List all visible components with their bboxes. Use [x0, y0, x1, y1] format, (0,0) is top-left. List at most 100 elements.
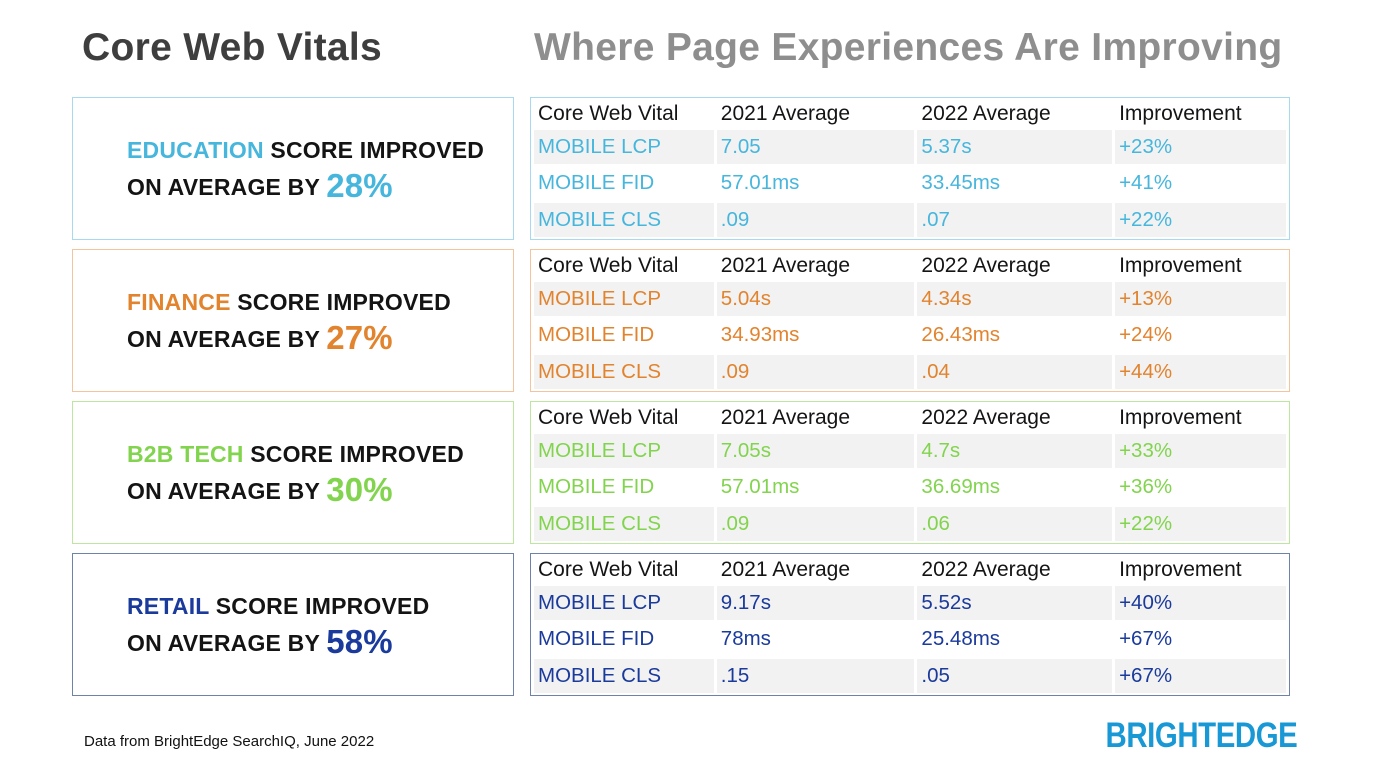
table-header-row: Core Web Vital 2021 Average 2022 Average…: [534, 404, 1286, 432]
cell-metric: MOBILE FID: [538, 475, 655, 499]
cell-metric: MOBILE CLS: [534, 354, 714, 389]
summary-line2: ON AVERAGE BY: [127, 629, 320, 656]
col-header-improvement: Improvement: [1119, 406, 1242, 429]
col-header-improvement: Improvement: [1119, 254, 1242, 277]
table-row: MOBILE LCP 7.05s 4.7s +33%: [534, 434, 1286, 469]
cell-improvement: +41%: [1119, 171, 1173, 195]
cell-2022: 5.52s: [917, 586, 1113, 621]
cell-metric: MOBILE CLS: [534, 202, 714, 237]
cell-2022: 4.7s: [917, 434, 1113, 469]
sections: EDUCATION SCORE IMPROVED ON AVERAGE BY 2…: [72, 97, 1290, 696]
cell-metric: MOBILE LCP: [534, 586, 714, 621]
col-header-metric: Core Web Vital: [538, 406, 679, 429]
cell-improvement: +22%: [1115, 202, 1286, 237]
cell-2022: 4.34s: [917, 282, 1113, 317]
summary-line2: ON AVERAGE BY: [127, 477, 320, 504]
col-header-metric: Core Web Vital: [538, 102, 679, 125]
col-header-2022: 2022 Average: [921, 254, 1051, 277]
summary-line2: ON AVERAGE BY: [127, 173, 320, 200]
summary-box-retail: RETAIL SCORE IMPROVED ON AVERAGE BY 58%: [72, 553, 514, 696]
cell-metric: MOBILE FID: [538, 323, 655, 347]
cell-2021: 5.04s: [716, 282, 915, 317]
cell-improvement: +13%: [1115, 282, 1286, 317]
summary-box-finance: FINANCE SCORE IMPROVED ON AVERAGE BY 27%: [72, 249, 514, 392]
cell-metric: MOBILE LCP: [534, 282, 714, 317]
table-row: MOBILE CLS .15 .05 +67%: [534, 658, 1286, 693]
cell-improvement: +67%: [1119, 627, 1173, 651]
improvement-percent: 28%: [326, 166, 393, 204]
cell-improvement: +44%: [1115, 354, 1286, 389]
summary-text: EDUCATION SCORE IMPROVED ON AVERAGE BY 2…: [127, 132, 484, 206]
cell-2022: 5.37s: [917, 130, 1113, 165]
summary-box-b2b-tech: B2B TECH SCORE IMPROVED ON AVERAGE BY 30…: [72, 401, 514, 544]
table-row: MOBILE CLS .09 .07 +22%: [534, 202, 1286, 237]
summary-line1: SCORE IMPROVED: [270, 136, 485, 163]
table-header-row: Core Web Vital 2021 Average 2022 Average…: [534, 100, 1286, 128]
summary-text: RETAIL SCORE IMPROVED ON AVERAGE BY 58%: [127, 588, 429, 662]
cell-2021: 78ms: [720, 627, 771, 651]
col-header-2021: 2021 Average: [720, 558, 851, 581]
table-header-row: Core Web Vital 2021 Average 2022 Average…: [534, 556, 1286, 584]
cell-2022: 25.48ms: [921, 627, 1001, 651]
cell-metric: MOBILE CLS: [534, 506, 714, 541]
section-education: EDUCATION SCORE IMPROVED ON AVERAGE BY 2…: [72, 97, 1290, 240]
cell-2022: 26.43ms: [921, 323, 1001, 347]
cell-2021: 34.93ms: [720, 323, 800, 347]
cell-improvement: +22%: [1115, 506, 1286, 541]
table-header-row: Core Web Vital 2021 Average 2022 Average…: [534, 252, 1286, 280]
industry-name: RETAIL: [127, 592, 210, 619]
metrics-table-education: Core Web Vital 2021 Average 2022 Average…: [530, 97, 1290, 240]
summary-line1: SCORE IMPROVED: [250, 440, 464, 467]
improvement-percent: 58%: [326, 622, 393, 660]
table-row: MOBILE LCP 5.04s 4.34s +13%: [534, 282, 1286, 317]
col-header-metric: Core Web Vital: [538, 254, 679, 277]
table-row: MOBILE LCP 9.17s 5.52s +40%: [534, 586, 1286, 621]
section-finance: FINANCE SCORE IMPROVED ON AVERAGE BY 27%…: [72, 249, 1290, 392]
table-row: MOBILE FID 57.01ms 33.45ms +41%: [534, 166, 1286, 200]
cell-2021: .09: [716, 354, 915, 389]
metrics-table-b2b-tech: Core Web Vital 2021 Average 2022 Average…: [530, 401, 1290, 544]
col-header-2021: 2021 Average: [720, 254, 851, 277]
cell-2021: 57.01ms: [720, 171, 800, 195]
summary-line2: ON AVERAGE BY: [127, 325, 320, 352]
cell-2022: .06: [917, 506, 1113, 541]
cell-improvement: +23%: [1115, 130, 1286, 165]
improvement-percent: 27%: [326, 318, 393, 356]
cell-2021: 57.01ms: [720, 475, 800, 499]
table-row: MOBILE FID 57.01ms 36.69ms +36%: [534, 470, 1286, 504]
summary-text: FINANCE SCORE IMPROVED ON AVERAGE BY 27%: [127, 284, 451, 358]
cell-2021: 9.17s: [716, 586, 915, 621]
cell-2022: .05: [917, 658, 1113, 693]
cell-improvement: +40%: [1115, 586, 1286, 621]
cell-2021: .09: [716, 202, 915, 237]
metrics-table-retail: Core Web Vital 2021 Average 2022 Average…: [530, 553, 1290, 696]
cell-2022: .04: [917, 354, 1113, 389]
cell-2022: 36.69ms: [921, 475, 1001, 499]
metrics-table-finance: Core Web Vital 2021 Average 2022 Average…: [530, 249, 1290, 392]
section-b2b-tech: B2B TECH SCORE IMPROVED ON AVERAGE BY 30…: [72, 401, 1290, 544]
cell-improvement: +67%: [1115, 658, 1286, 693]
table-row: MOBILE FID 78ms 25.48ms +67%: [534, 622, 1286, 656]
improvement-percent: 30%: [326, 470, 393, 508]
table-row: MOBILE CLS .09 .04 +44%: [534, 354, 1286, 389]
col-header-improvement: Improvement: [1119, 558, 1242, 581]
summary-box-education: EDUCATION SCORE IMPROVED ON AVERAGE BY 2…: [72, 97, 514, 240]
summary-line1: SCORE IMPROVED: [215, 592, 430, 619]
table-row: MOBILE FID 34.93ms 26.43ms +24%: [534, 318, 1286, 352]
col-header-2022: 2022 Average: [921, 406, 1051, 429]
cell-2021: 7.05s: [716, 434, 915, 469]
cell-metric: MOBILE FID: [538, 171, 655, 195]
cell-metric: MOBILE LCP: [534, 434, 714, 469]
cell-2021: .09: [716, 506, 915, 541]
cell-metric: MOBILE FID: [538, 627, 655, 651]
section-retail: RETAIL SCORE IMPROVED ON AVERAGE BY 58% …: [72, 553, 1290, 696]
cell-improvement: +33%: [1115, 434, 1286, 469]
col-header-improvement: Improvement: [1119, 102, 1242, 125]
cell-2022: 33.45ms: [921, 171, 1001, 195]
brightedge-logo: BRIGHTEDGE: [1105, 716, 1297, 755]
col-header-metric: Core Web Vital: [538, 558, 679, 581]
industry-name: EDUCATION: [127, 136, 264, 163]
cell-2021: 7.05: [716, 130, 915, 165]
col-header-2021: 2021 Average: [720, 102, 851, 125]
table-row: MOBILE LCP 7.05 5.37s +23%: [534, 130, 1286, 165]
